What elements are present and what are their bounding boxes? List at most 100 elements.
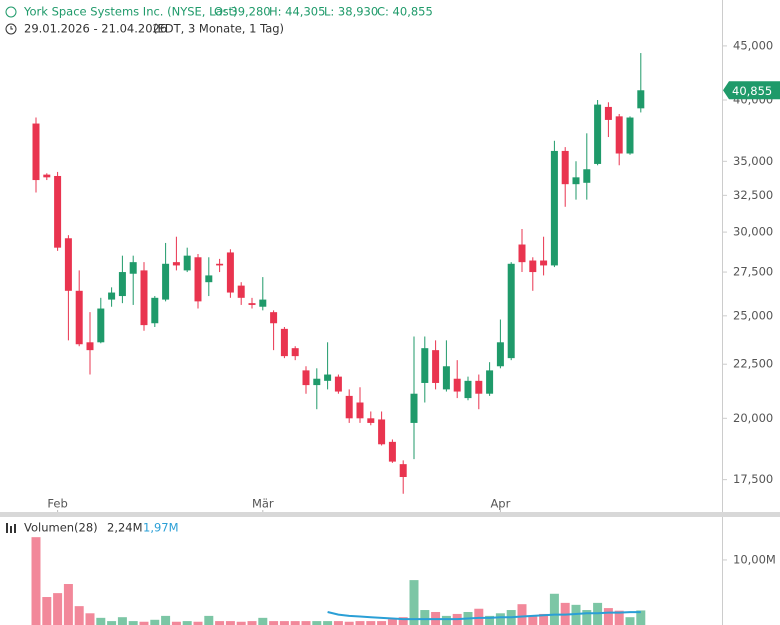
y-tick-label: 17,500: [733, 472, 773, 486]
candle-body: [54, 175, 62, 248]
volume-bar: [63, 584, 73, 625]
volume-bar: [42, 597, 52, 625]
volume-bar: [323, 621, 333, 625]
candle-body: [464, 380, 472, 399]
candle-body: [388, 441, 396, 462]
candle-body: [140, 270, 148, 326]
volume-bar: [387, 619, 397, 625]
y-tick-label: 35,000: [733, 154, 773, 168]
candle-body: [205, 275, 213, 283]
candle-body: [334, 376, 342, 392]
candle-body: [518, 244, 526, 263]
low-label: L: 38,930: [324, 5, 378, 19]
candle-body: [108, 292, 116, 300]
candle-body: [442, 366, 450, 390]
volume-bar: [582, 610, 592, 625]
candle-body: [356, 402, 364, 419]
candle-body: [194, 257, 202, 302]
volume-bar: [377, 621, 387, 625]
candle-body: [540, 260, 548, 266]
volume-bar: [279, 621, 289, 625]
candle-body: [129, 262, 137, 274]
candle-body: [432, 350, 440, 383]
volume-icon: [14, 524, 16, 533]
volume-bar: [539, 613, 549, 625]
volume-bar: [117, 617, 127, 625]
period-note: (EDT, 3 Monate, 1 Tag): [153, 22, 284, 36]
candle-body: [507, 263, 515, 359]
volume-bar: [312, 621, 322, 625]
candle-body: [162, 263, 170, 300]
candle-body: [529, 260, 537, 273]
candle-body: [561, 150, 569, 185]
candle-body: [378, 419, 386, 445]
volume-bar: [441, 615, 451, 625]
y-tick-label: 30,000: [733, 225, 773, 239]
volume-bar: [161, 615, 171, 625]
info-icon[interactable]: [5, 6, 17, 18]
x-tick-label: Mär: [252, 497, 274, 511]
volume-bar: [139, 621, 149, 625]
volume-bar: [333, 621, 343, 625]
last-price-badge: [723, 81, 780, 100]
candle-body: [313, 378, 321, 386]
volume-bar: [107, 621, 117, 625]
moving-average-line: [327, 611, 641, 621]
volume-bar: [258, 617, 268, 625]
candle-body: [86, 342, 94, 351]
candle-body: [421, 348, 429, 383]
volume-bar: [182, 621, 192, 625]
volume-bar: [420, 610, 430, 625]
open-label: O: 39,280: [214, 5, 271, 19]
clock-hands: [10, 26, 13, 30]
candle-body: [64, 238, 72, 291]
volume-bar: [355, 621, 365, 625]
candle-body: [75, 290, 83, 345]
x-tick-label: Apr: [490, 497, 510, 511]
candle-body: [637, 90, 645, 109]
panel-divider: [0, 512, 780, 517]
date-range: 29.01.2026 - 21.04.2026: [24, 22, 167, 36]
volume-bar: [409, 580, 419, 625]
candle-body: [183, 255, 191, 271]
volume-bar: [225, 621, 235, 625]
volume-bar: [549, 593, 559, 625]
volume-bar: [193, 621, 203, 625]
candle-body: [615, 116, 623, 154]
volume-bar: [204, 615, 214, 625]
volume-bar: [171, 621, 181, 625]
volume-title: Volumen(28): [24, 521, 98, 535]
candle-body: [216, 263, 224, 266]
candle-body: [399, 464, 407, 478]
y-tick-label: 45,000: [733, 38, 773, 52]
y-tick-label: 20,000: [733, 411, 773, 425]
candle-body: [626, 117, 634, 154]
volume-bar: [269, 621, 279, 625]
volume-bar: [53, 593, 63, 625]
volume-bar: [485, 615, 495, 625]
y-tick-label: 27,500: [733, 265, 773, 279]
volume-bar: [85, 613, 95, 625]
volume-bar: [128, 621, 138, 625]
candle-body: [496, 342, 504, 367]
volume-bar: [495, 613, 505, 625]
candle-body: [594, 104, 602, 164]
volume-bar: [96, 617, 106, 625]
candle-body: [475, 380, 483, 394]
chart-title: York Space Systems Inc. (NYSE, Last): [23, 5, 238, 19]
volume-bar: [517, 604, 527, 625]
candle-body: [486, 370, 494, 394]
candle-body: [572, 177, 580, 185]
volume-bar: [150, 619, 160, 625]
candle-body: [280, 328, 288, 357]
candle-body: [583, 169, 591, 183]
volume-bar: [614, 610, 624, 625]
candle-body: [410, 393, 418, 423]
candle-body: [345, 395, 353, 419]
candle-body: [151, 297, 159, 324]
volume-bar: [74, 606, 84, 625]
candle-body: [270, 312, 278, 324]
volume-bar: [366, 621, 376, 625]
y-tick-label: 10,00M: [733, 552, 776, 566]
candle-body: [118, 272, 126, 297]
